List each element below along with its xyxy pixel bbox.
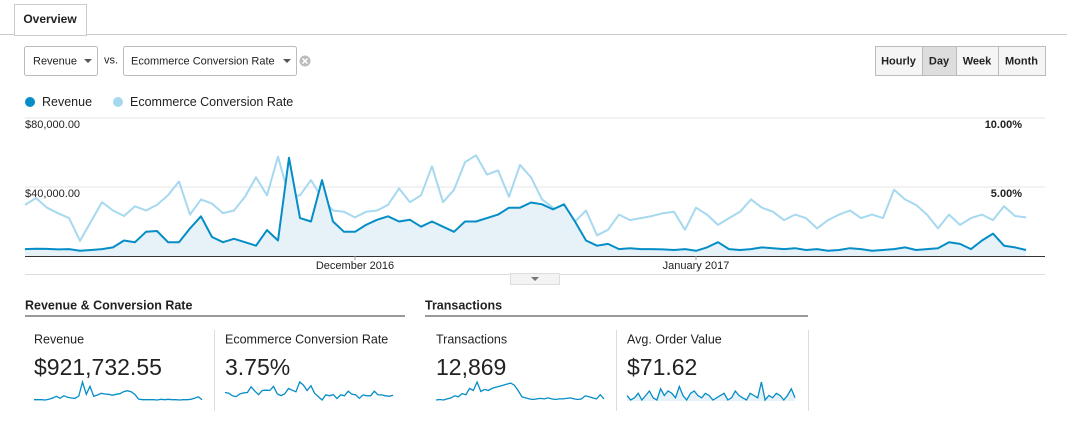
period-button[interactable] — [956, 46, 999, 76]
card-label[interactable]: Revenue — [34, 332, 84, 346]
legend-label[interactable]: Revenue — [42, 95, 92, 109]
series-line — [24, 154, 1027, 242]
dropdown-arrow — [84, 59, 92, 63]
metric-dropdown[interactable] — [24, 46, 98, 76]
y2-tick-label: 10.00% — [985, 119, 1023, 131]
chart: $40,000.00 $80,000.00 5.00% 10.00% December … — [24, 117, 1045, 275]
y-tick-label: $40,000.00 — [25, 188, 80, 200]
scorecards: Revenue & Conversion Rate Revenue $921,732… — [25, 298, 809, 411]
legend-marker[interactable] — [113, 97, 123, 107]
card-label[interactable]: Ecommerce Conversion Rate — [225, 332, 388, 346]
card-label[interactable]: Avg. Order Value — [627, 332, 722, 346]
dropdown-arrow — [283, 59, 291, 63]
compare-dropdown[interactable] — [123, 46, 297, 76]
collapse-arrow — [531, 277, 539, 281]
period-buttons: Hourly Day Week Month — [875, 46, 1046, 76]
period-label[interactable]: Day — [929, 55, 950, 67]
period-label[interactable]: Hourly — [881, 55, 917, 67]
card-value: 12,869 — [436, 354, 506, 380]
legend: Revenue Ecommerce Conversion Rate — [25, 95, 293, 109]
legend-marker[interactable] — [25, 97, 35, 107]
card-value: $71.62 — [627, 354, 697, 380]
period-button[interactable] — [998, 46, 1046, 76]
sparkline — [435, 380, 605, 401]
series-area — [25, 157, 1026, 256]
tab-label[interactable]: Overview — [23, 12, 77, 26]
sparkline-area — [627, 382, 795, 401]
y2-tick-label: 5.00% — [991, 188, 1022, 200]
sparkline — [626, 381, 796, 402]
sparkline — [224, 380, 394, 401]
remove-icon — [301, 57, 309, 65]
sparkline — [34, 379, 203, 401]
legend-label[interactable]: Ecommerce Conversion Rate — [130, 95, 293, 109]
vs-label: vs. — [104, 54, 118, 66]
x-tick-label: December 2016 — [316, 260, 394, 272]
card-value: 3.75% — [225, 354, 290, 380]
card-label[interactable]: Transactions — [436, 332, 507, 346]
card-value: $921,732.55 — [34, 354, 162, 380]
compare-dropdown-label[interactable]: Ecommerce Conversion Rate — [131, 55, 275, 67]
section-title: Revenue & Conversion Rate — [25, 298, 192, 312]
metric-dropdown-label[interactable]: Revenue — [33, 55, 77, 67]
section-title: Transactions — [425, 298, 502, 312]
y-tick-label: $80,000.00 — [25, 119, 80, 131]
tab[interactable] — [14, 4, 87, 36]
series-line — [24, 156, 1027, 252]
period-label[interactable]: Month — [1005, 55, 1038, 67]
period-label[interactable]: Week — [963, 55, 992, 67]
x-tick-label: January 2017 — [663, 260, 730, 272]
